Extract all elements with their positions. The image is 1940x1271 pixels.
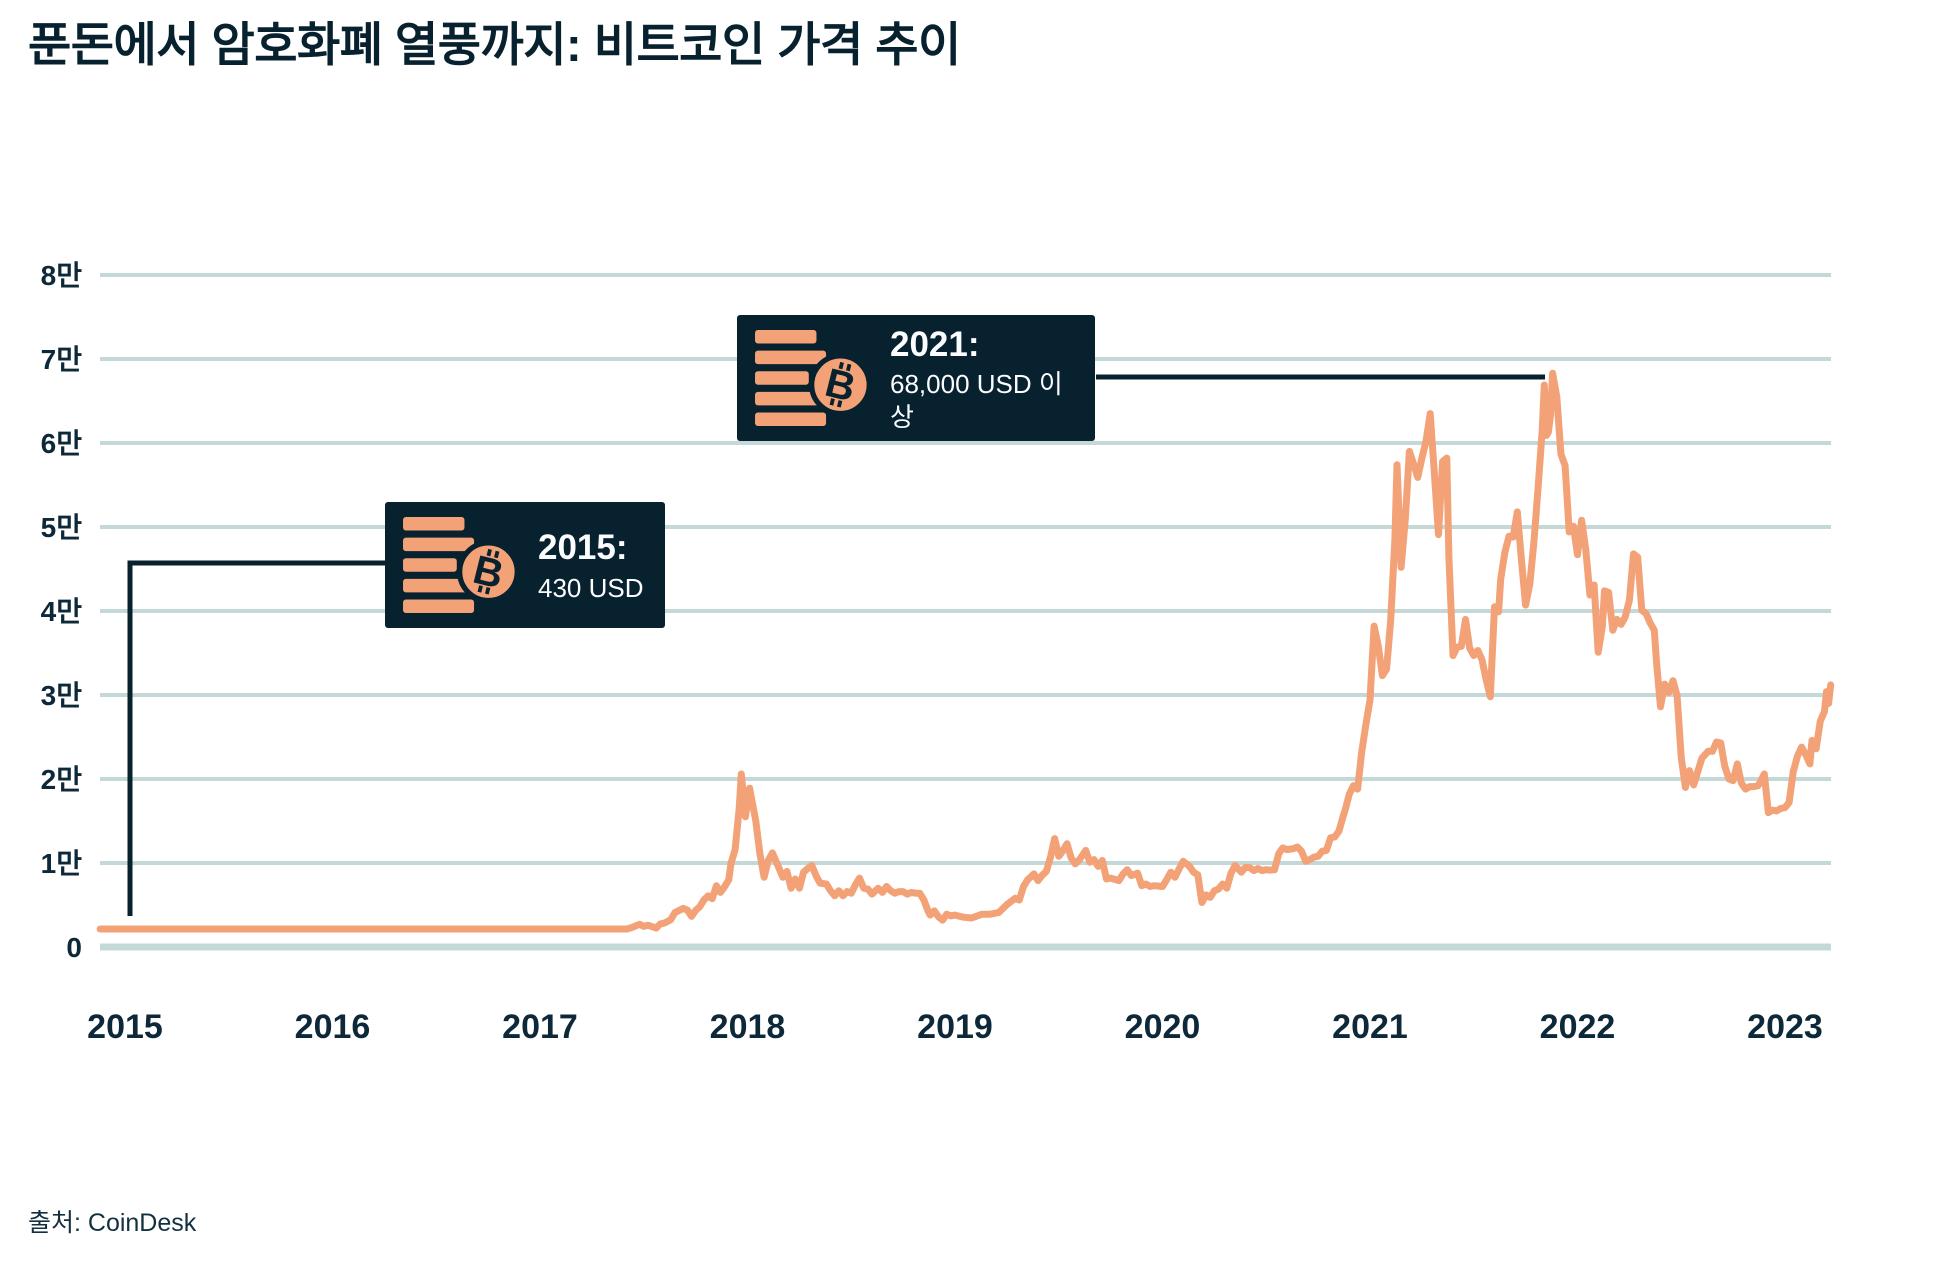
y-tick-label: 1만 bbox=[41, 848, 83, 879]
x-tick-label: 2020 bbox=[1125, 1008, 1201, 1046]
y-tick-label: 0 bbox=[66, 932, 82, 963]
x-tick-label: 2015 bbox=[87, 1008, 163, 1046]
annotation-2015: B 2015: 430 USD bbox=[385, 502, 665, 628]
annotation-2015-year: 2015: bbox=[538, 527, 628, 567]
bitcoin-price-line bbox=[96, 369, 1835, 933]
x-tick-label: 2023 bbox=[1747, 1008, 1823, 1046]
annotation-pointer-2015 bbox=[127, 560, 390, 916]
y-tick-label: 2만 bbox=[41, 764, 83, 795]
annotation-2015-value: 430 USD bbox=[538, 572, 644, 603]
x-tick-label: 2021 bbox=[1332, 1008, 1408, 1046]
y-tick-label: 8만 bbox=[41, 260, 83, 291]
bitcoin-coins-icon: B bbox=[403, 517, 520, 613]
y-tick-label: 4만 bbox=[41, 596, 83, 627]
x-tick-label: 2016 bbox=[295, 1008, 371, 1046]
x-tick-label: 2018 bbox=[710, 1008, 786, 1046]
annotation-2021-year: 2021: bbox=[890, 324, 980, 364]
bitcoin-coins-icon: B bbox=[755, 330, 872, 426]
x-tick-label: 2019 bbox=[917, 1008, 993, 1046]
y-tick-label: 7만 bbox=[41, 344, 83, 375]
source-credit: 출처: CoinDesk bbox=[28, 1209, 197, 1237]
page-title: 푼돈에서 암호화폐 열풍까지: 비트코인 가격 추이 bbox=[28, 18, 961, 71]
x-tick-label: 2017 bbox=[502, 1008, 578, 1046]
annotation-2021-value: 68,000 USD 이상 bbox=[890, 369, 1063, 432]
y-tick-label: 6만 bbox=[41, 428, 83, 459]
x-tick-label: 2022 bbox=[1540, 1008, 1616, 1046]
y-tick-label: 3만 bbox=[41, 680, 83, 711]
annotation-2021: B 2021: 68,000 USD 이상 bbox=[737, 315, 1095, 441]
y-tick-label: 5만 bbox=[41, 512, 83, 543]
